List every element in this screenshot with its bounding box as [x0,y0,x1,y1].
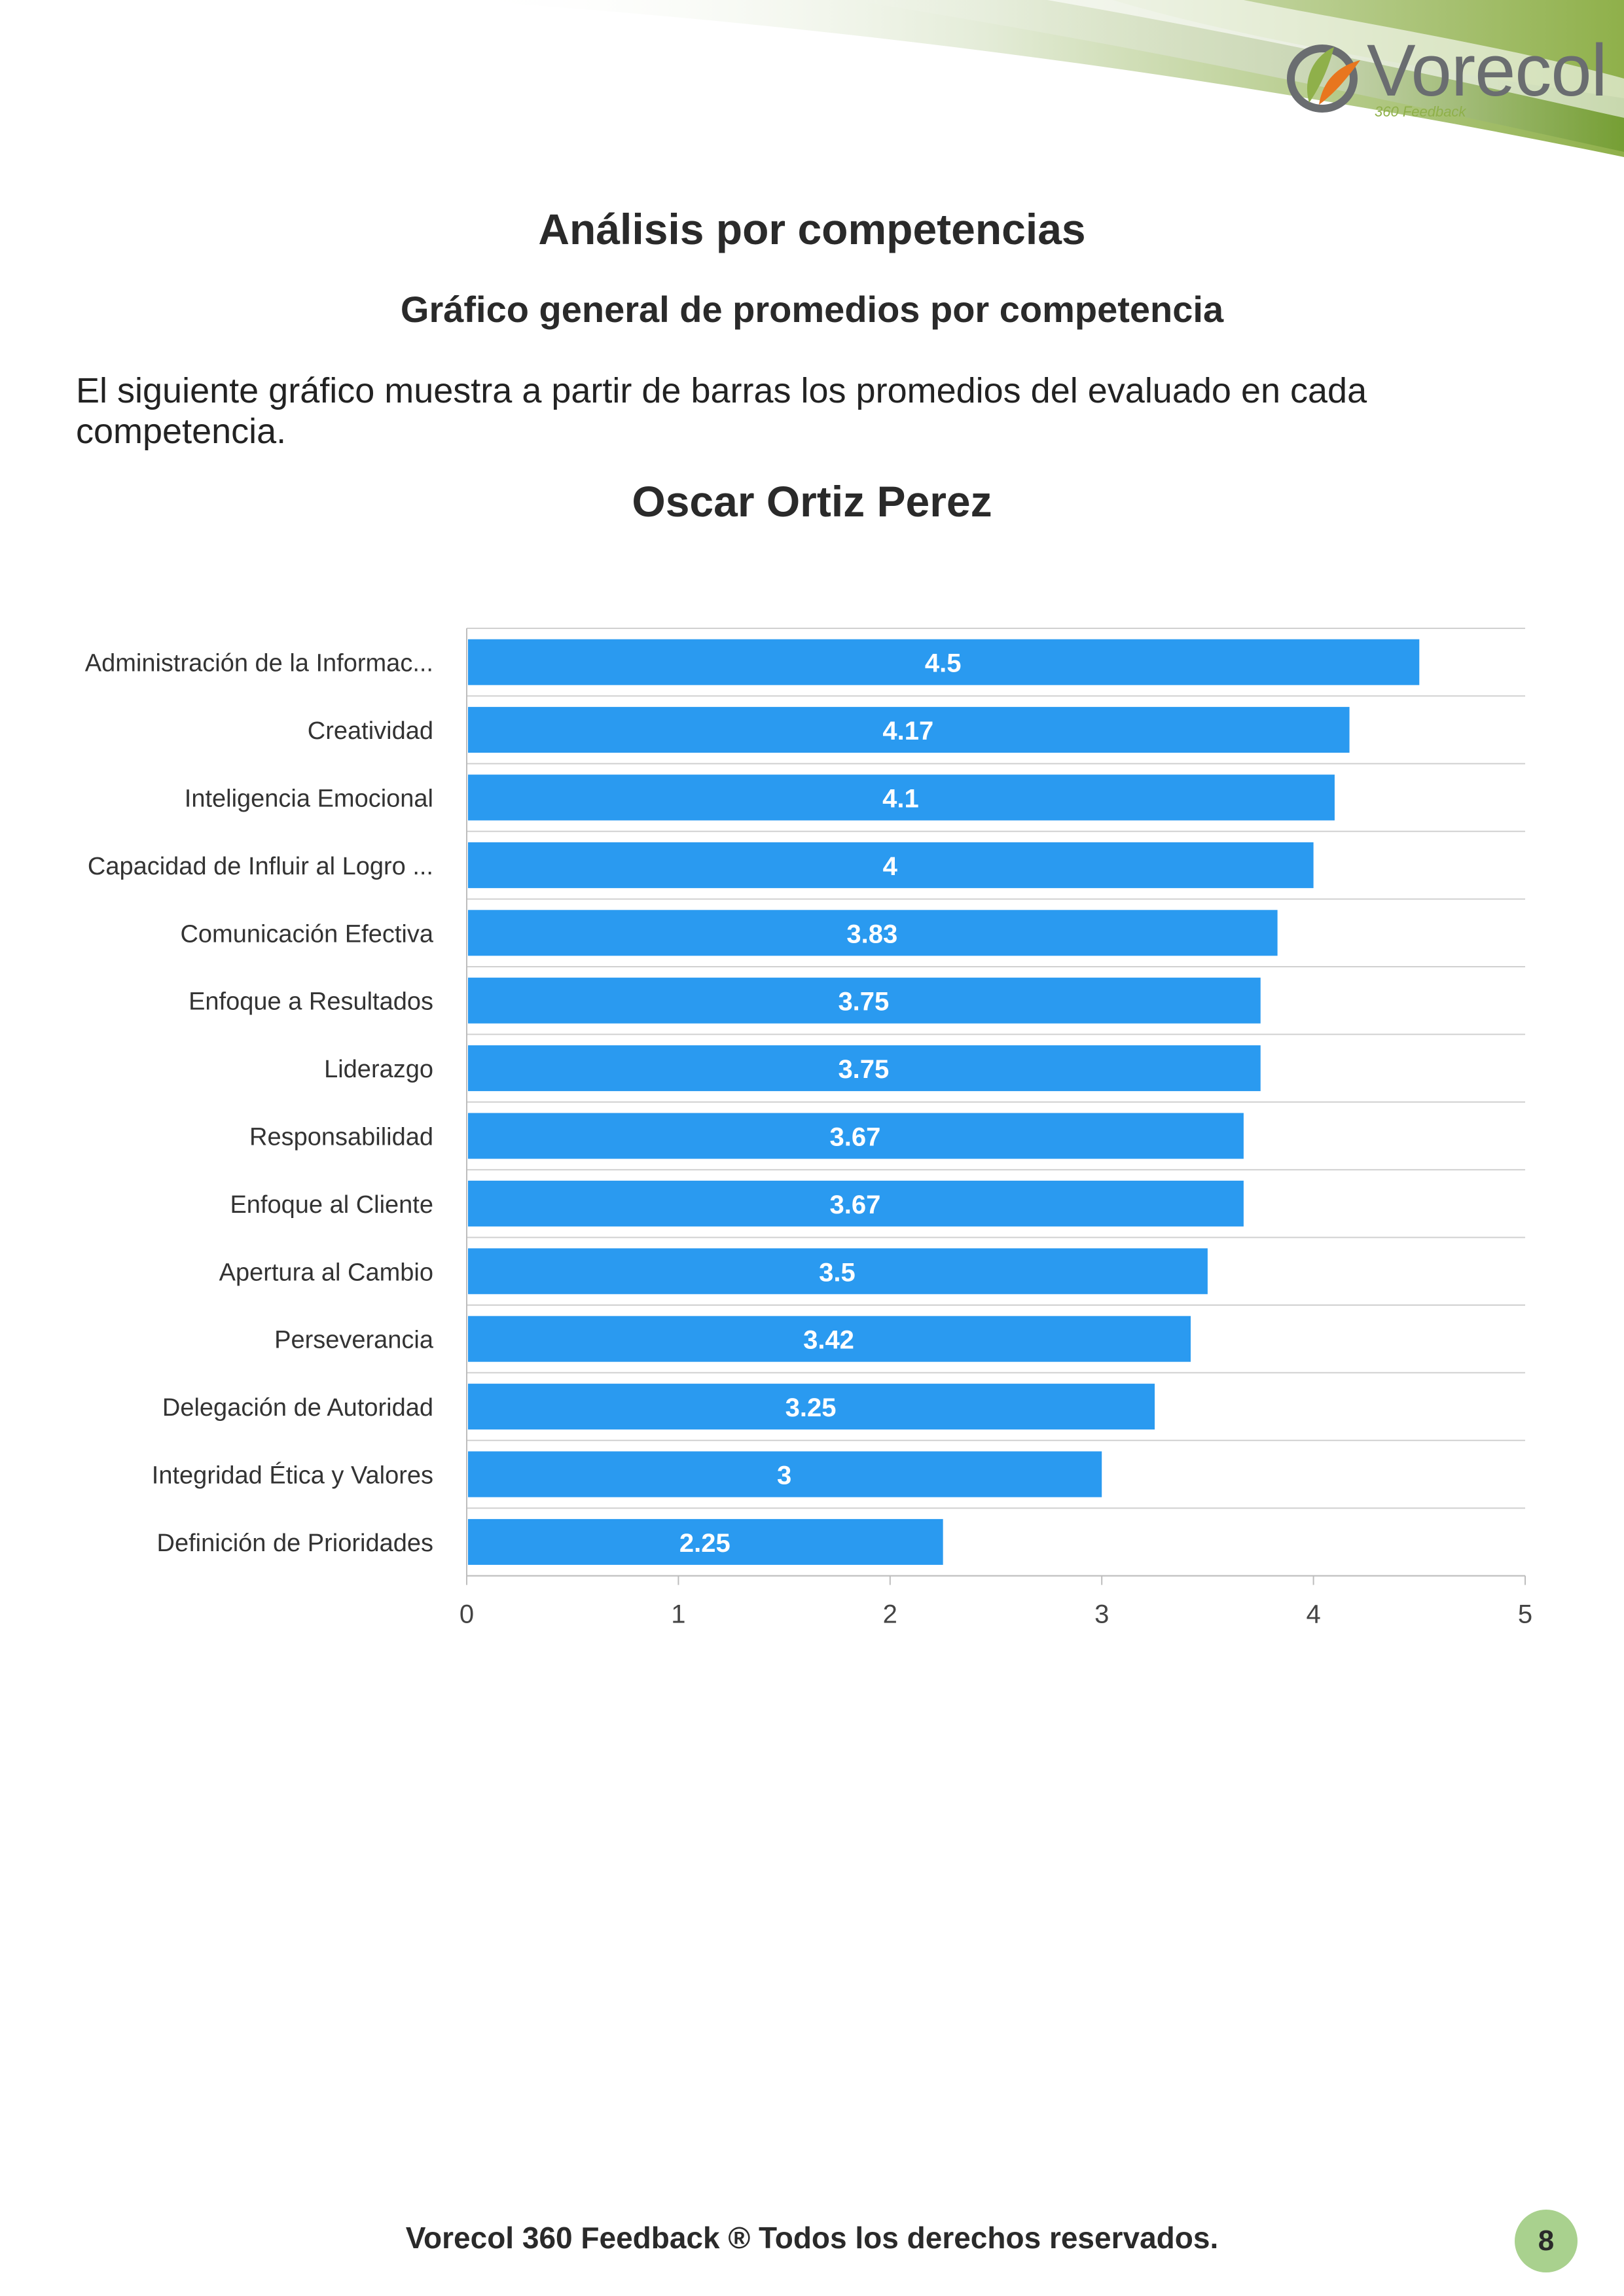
bar [468,639,1420,685]
page-number-badge: 8 [1515,2210,1578,2272]
header-swoosh-decoration [458,0,1624,157]
bar-value-label: 4 [883,852,898,881]
bar [468,910,1278,956]
bar [468,1316,1191,1362]
bar-value-label: 3.75 [838,988,889,1016]
category-label: Enfoque al Cliente [230,1191,433,1219]
bar [468,707,1350,753]
evaluated-person-name: Oscar Ortiz Perez [632,477,992,526]
category-label: Creatividad [308,717,433,745]
bar [468,1180,1244,1227]
bar [468,774,1335,821]
category-label: Administración de la Informac... [85,650,433,677]
bar [468,1248,1208,1295]
category-label: Apertura al Cambio [219,1259,433,1286]
section-subtitle: Gráfico general de promedios por compete… [400,289,1224,330]
competency-bar-chart: 0 1 2 3 4 5 Administración de la Informac... 4.… [85,628,1532,1629]
logo-wordmark: Vorecol [1367,29,1608,111]
bar [468,1451,1102,1498]
bar-value-label: 2.25 [679,1529,731,1558]
bar [468,1113,1244,1159]
bar [468,1518,943,1565]
bar-value-label: 3.75 [838,1055,889,1084]
category-label: Capacidad de Influir al Logro ... [88,853,433,880]
bar-value-label: 3.5 [819,1258,856,1287]
logo-subtext: 360 Feedback [1375,103,1466,120]
bar-value-label: 4.5 [925,649,962,678]
category-label: Comunicación Efectiva [180,920,433,948]
category-label: Definición de Prioridades [157,1530,433,1557]
x-tick-label: 5 [1518,1600,1532,1629]
vorecol-logo: Vorecol 360 Feedback [1283,34,1610,126]
bar-value-label: 3.67 [830,1191,881,1219]
bar-value-label: 3.25 [785,1393,837,1422]
bar-value-label: 3.83 [846,920,897,948]
bar [468,1384,1155,1430]
category-label: Inteligencia Emocional [185,785,433,813]
bar-value-label: 3 [777,1462,791,1490]
section-description: El siguiente gráfico muestra a partir de… [76,371,1367,451]
bar [468,842,1314,888]
category-label: Enfoque a Resultados [189,988,433,1016]
bar [468,977,1261,1024]
x-tick-label: 0 [460,1600,474,1629]
x-tick-label: 3 [1094,1600,1109,1629]
category-label: Responsabilidad [249,1124,433,1151]
category-label: Delegación de Autoridad [162,1394,433,1422]
bar-value-label: 3.42 [803,1326,854,1355]
vorecol-leaf-icon [1287,45,1360,113]
footer-copyright: Vorecol 360 Feedback ® Todos los derecho… [405,2221,1219,2255]
bar-value-label: 4.17 [882,717,933,745]
bar-value-label: 3.67 [830,1123,881,1152]
bar-value-label: 4.1 [882,785,919,814]
x-tick-label: 2 [883,1600,897,1629]
category-label: Integridad Ética y Valores [152,1462,433,1490]
x-tick-label: 1 [671,1600,685,1629]
category-label: Perseverancia [274,1327,434,1354]
x-tick-label: 4 [1306,1600,1320,1629]
category-label: Liderazgo [324,1056,433,1083]
bar [468,1045,1261,1092]
page-title: Análisis por competencias [538,205,1086,253]
